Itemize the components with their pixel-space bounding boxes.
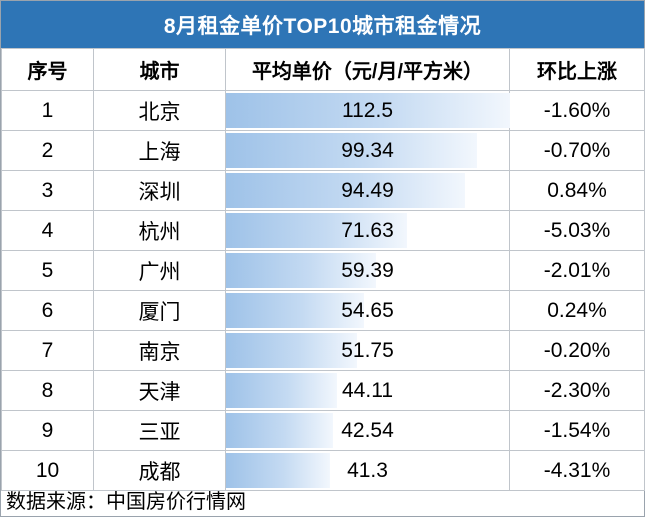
price-value: 59.39 bbox=[341, 258, 394, 282]
cell-change: -0.70% bbox=[509, 130, 645, 171]
cell-price: 42.54 bbox=[225, 410, 510, 451]
header-city: 城市 bbox=[93, 48, 226, 91]
price-data-bar bbox=[226, 453, 330, 488]
price-data-bar bbox=[226, 293, 364, 328]
price-data-bar bbox=[226, 373, 337, 408]
price-value: 41.3 bbox=[347, 458, 388, 482]
cell-city: 深圳 bbox=[93, 170, 226, 211]
price-data-bar bbox=[226, 413, 333, 448]
header-price: 平均单价（元/月/平方米） bbox=[225, 48, 510, 91]
table-row: 7 南京 51.75 -0.20% bbox=[1, 330, 645, 371]
cell-change: -4.31% bbox=[509, 450, 645, 491]
cell-city: 南京 bbox=[93, 330, 226, 371]
cell-price: 44.11 bbox=[225, 370, 510, 411]
table-row: 3 深圳 94.49 0.84% bbox=[1, 170, 645, 211]
table-row: 8 天津 44.11 -2.30% bbox=[1, 370, 645, 411]
cell-rank: 3 bbox=[1, 170, 94, 211]
header-row: 序号 城市 平均单价（元/月/平方米） 环比上涨 bbox=[1, 48, 645, 91]
cell-rank: 2 bbox=[1, 130, 94, 171]
cell-city: 杭州 bbox=[93, 210, 226, 251]
price-value: 54.65 bbox=[341, 298, 394, 322]
cell-city: 北京 bbox=[93, 90, 226, 131]
cell-change: 0.24% bbox=[509, 290, 645, 331]
price-value: 94.49 bbox=[341, 178, 394, 202]
table-row: 2 上海 99.34 -0.70% bbox=[1, 130, 645, 171]
cell-change: -0.20% bbox=[509, 330, 645, 371]
price-data-bar bbox=[226, 253, 376, 288]
header-change: 环比上涨 bbox=[509, 48, 645, 91]
cell-city: 厦门 bbox=[93, 290, 226, 331]
table-title: 8月租金单价TOP10城市租金情况 bbox=[1, 1, 644, 48]
cell-rank: 9 bbox=[1, 410, 94, 451]
price-value: 44.11 bbox=[342, 378, 393, 402]
cell-city: 广州 bbox=[93, 250, 226, 291]
cell-change: -2.01% bbox=[509, 250, 645, 291]
cell-rank: 8 bbox=[1, 370, 94, 411]
source-note: 数据来源：中国房价行情网 bbox=[6, 490, 246, 513]
price-value: 71.63 bbox=[341, 218, 394, 242]
table-row: 6 厦门 54.65 0.24% bbox=[1, 290, 645, 331]
cell-price: 41.3 bbox=[225, 450, 510, 491]
table-row: 10 成都 41.3 -4.31% bbox=[1, 450, 645, 491]
price-data-bar bbox=[226, 213, 407, 248]
price-value: 112.5 bbox=[342, 98, 393, 122]
table-row: 1 北京 112.5 -1.60% bbox=[1, 90, 645, 131]
price-value: 42.54 bbox=[341, 418, 394, 442]
cell-price: 71.63 bbox=[225, 210, 510, 251]
cell-change: 0.84% bbox=[509, 170, 645, 211]
cell-city: 上海 bbox=[93, 130, 226, 171]
rent-table: 序号 城市 平均单价（元/月/平方米） 环比上涨 1 北京 112.5 -1.60% 2… bbox=[1, 48, 645, 491]
cell-change: -2.30% bbox=[509, 370, 645, 411]
cell-price: 54.65 bbox=[225, 290, 510, 331]
table-row: 9 三亚 42.54 -1.54% bbox=[1, 410, 645, 451]
cell-change: -5.03% bbox=[509, 210, 645, 251]
cell-rank: 5 bbox=[1, 250, 94, 291]
cell-city: 三亚 bbox=[93, 410, 226, 451]
price-value: 99.34 bbox=[341, 138, 394, 162]
cell-price: 99.34 bbox=[225, 130, 510, 171]
cell-price: 51.75 bbox=[225, 330, 510, 371]
cell-rank: 6 bbox=[1, 290, 94, 331]
price-data-bar bbox=[226, 173, 465, 208]
price-data-bar bbox=[226, 333, 357, 368]
table-row: 4 杭州 71.63 -5.03% bbox=[1, 210, 645, 251]
cell-price: 112.5 bbox=[225, 90, 510, 131]
header-rank: 序号 bbox=[1, 48, 94, 91]
cell-city: 天津 bbox=[93, 370, 226, 411]
cell-change: -1.54% bbox=[509, 410, 645, 451]
cell-rank: 10 bbox=[1, 450, 94, 491]
table-row: 5 广州 59.39 -2.01% bbox=[1, 250, 645, 291]
price-value: 51.75 bbox=[341, 338, 394, 362]
cell-city: 成都 bbox=[93, 450, 226, 491]
price-data-bar bbox=[226, 133, 477, 168]
cell-rank: 1 bbox=[1, 90, 94, 131]
cell-change: -1.60% bbox=[509, 90, 645, 131]
cell-price: 59.39 bbox=[225, 250, 510, 291]
cell-rank: 4 bbox=[1, 210, 94, 251]
cell-price: 94.49 bbox=[225, 170, 510, 211]
cell-rank: 7 bbox=[1, 330, 94, 371]
table-body: 1 北京 112.5 -1.60% 2 上海 99.34 -0.70% 3 深圳 94.49 0.84… bbox=[1, 90, 645, 491]
price-data-bar bbox=[226, 93, 510, 128]
